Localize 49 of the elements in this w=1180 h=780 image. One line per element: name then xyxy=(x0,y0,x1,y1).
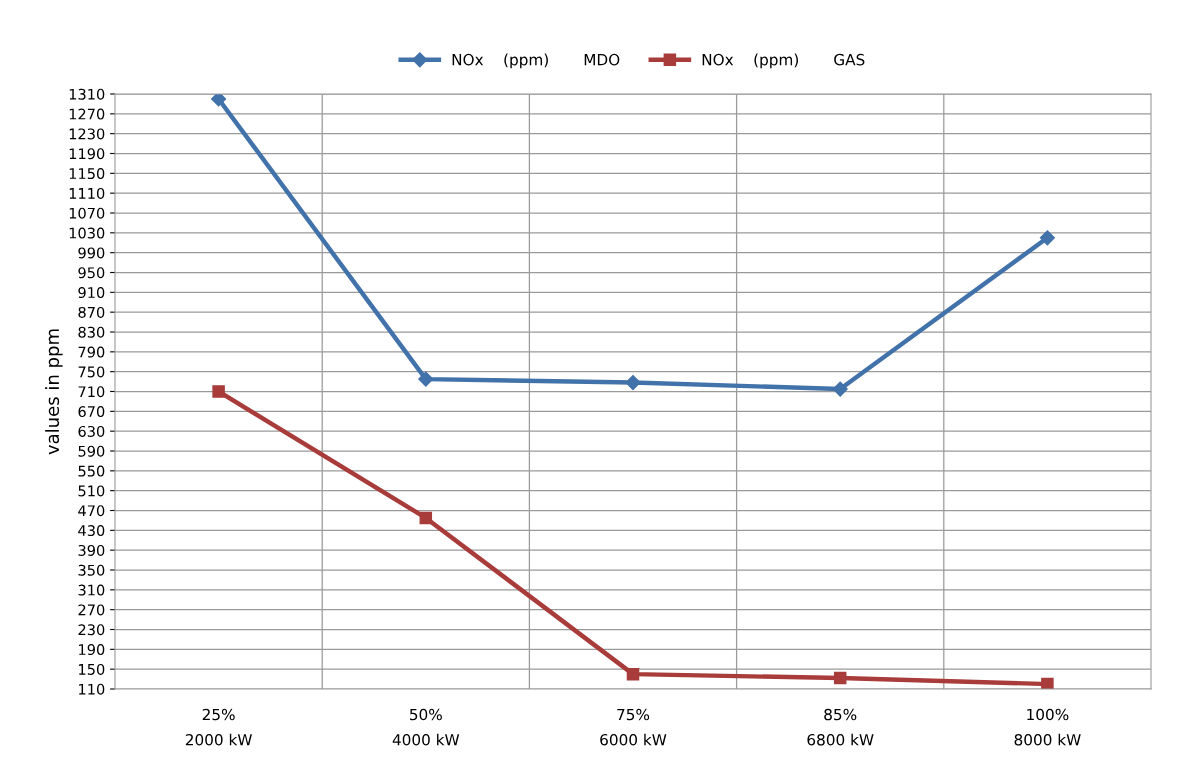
point xyxy=(212,385,225,398)
y-tick-label: 230 xyxy=(78,624,105,636)
y-tick-label: 150 xyxy=(79,663,105,675)
point xyxy=(832,381,848,397)
y-tick-label: 1310 xyxy=(69,88,105,100)
y-tick-label: 350 xyxy=(78,564,105,576)
y-tick-label: 1230 xyxy=(69,128,105,140)
y-tick-label: 270 xyxy=(78,604,105,616)
y-tick-label: 830 xyxy=(78,326,105,338)
legend-label: NOx (ppm) GAS xyxy=(702,53,865,69)
x-tick-label: 100% 8000 kW xyxy=(1014,708,1081,746)
x-tick-label: 25% 2000 kW xyxy=(185,708,252,746)
y-tick-label: 1190 xyxy=(69,148,105,160)
y-tick-label: 310 xyxy=(78,584,105,596)
x-tick-label: 75% 6000 kW xyxy=(600,708,667,746)
y-tick-label: 950 xyxy=(78,267,105,279)
y-tick-label: 670 xyxy=(78,406,105,418)
point xyxy=(418,371,434,387)
y-tick-label: 470 xyxy=(78,505,105,517)
y-tick-label: 710 xyxy=(78,386,105,398)
x-tick-label: 85% 6800 kW xyxy=(807,708,874,746)
point xyxy=(626,667,640,681)
point xyxy=(833,671,847,685)
point xyxy=(419,511,433,525)
y-tick-label: 750 xyxy=(78,366,105,378)
point xyxy=(625,375,641,391)
legend-label: NOx (ppm) MDO xyxy=(452,53,620,69)
point xyxy=(1041,677,1054,689)
y-tick-label: 910 xyxy=(78,287,105,299)
y-tick-label: 550 xyxy=(78,465,105,477)
y-tick-label: 790 xyxy=(78,346,105,358)
y-tick-label: 870 xyxy=(78,306,105,318)
y-tick-label: 430 xyxy=(78,525,105,537)
y-tick-label: 1150 xyxy=(69,168,105,180)
y-tick-label: 1030 xyxy=(69,227,105,239)
y-axis-title: values in ppm xyxy=(45,329,63,455)
y-tick-label: 1070 xyxy=(69,207,105,219)
x-tick-label: 50% 4000 kW xyxy=(392,708,460,746)
y-tick-label: 630 xyxy=(78,425,105,437)
y-tick-label: 1110 xyxy=(69,187,105,199)
y-tick-label: 590 xyxy=(78,445,105,457)
point xyxy=(1039,230,1055,246)
y-tick-label: 1270 xyxy=(69,108,105,120)
y-tick-label: 990 xyxy=(78,247,105,259)
y-tick-label: 190 xyxy=(79,644,105,656)
y-tick-label: 110 xyxy=(79,683,105,695)
y-tick-label: 510 xyxy=(78,485,105,497)
y-tick-label: 390 xyxy=(78,544,105,556)
point xyxy=(211,94,227,107)
